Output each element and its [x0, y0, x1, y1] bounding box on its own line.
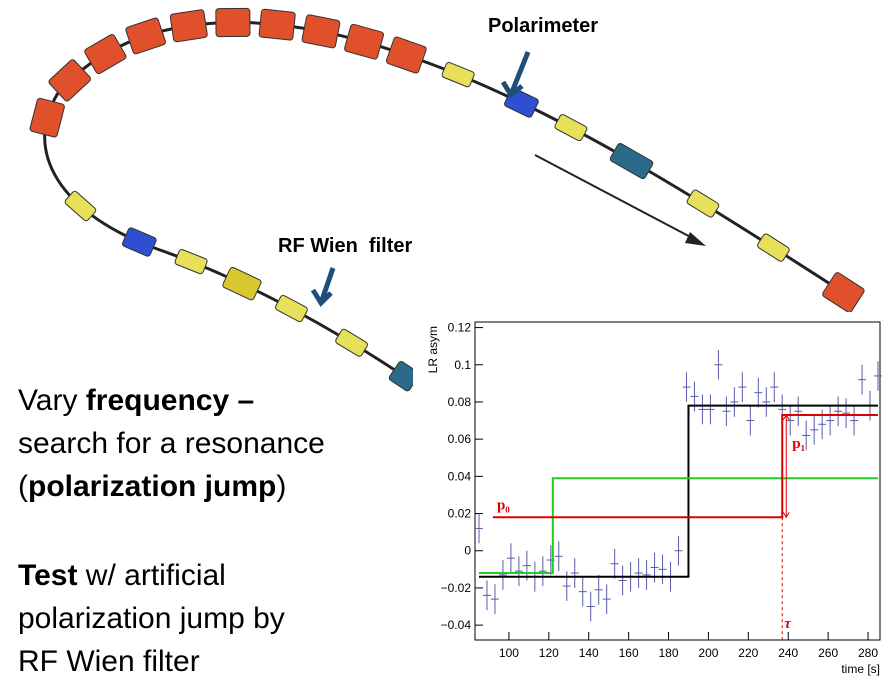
y-tick-label: 0: [464, 544, 471, 558]
plot-frame: [474, 321, 881, 641]
annotation: p₀: [497, 497, 510, 513]
detector-element: [609, 143, 654, 180]
step-line: [478, 404, 879, 578]
jump-arrow-head: [782, 414, 790, 519]
dipole-magnet: [125, 17, 166, 55]
annotation: p₁: [792, 436, 805, 452]
quadrupole: [554, 114, 588, 142]
dipole-magnet: [169, 9, 208, 43]
y-tick-label: 0.08: [448, 395, 472, 409]
quadrupole: [335, 328, 368, 357]
x-tick-label: 220: [738, 646, 758, 660]
chart: −0.04 −0.02 0 0.02 0.04 0.06 0.08 0.1 0.12 100 120…: [426, 321, 882, 676]
x-tick-label: 200: [698, 646, 718, 660]
x-tick-label: 120: [539, 646, 559, 660]
text-run: Vary: [18, 384, 86, 417]
dipole-magnet: [822, 272, 865, 313]
x-tick-label: 100: [499, 646, 519, 660]
quadrupole: [757, 233, 790, 262]
step-line: [492, 413, 879, 519]
y-tick-label: −0.02: [441, 581, 472, 595]
beam-direction-arrow: [534, 154, 701, 243]
x-axis-label: time [s]: [841, 662, 880, 676]
ring-beamline: [43, 20, 856, 382]
y-axis-label: LR asym: [426, 326, 440, 373]
wien-filter-arrow: [310, 267, 336, 308]
wien-filter-element: [222, 266, 262, 301]
x-tick-label: 180: [659, 646, 679, 660]
text-run: polarization jump: [28, 470, 276, 503]
text-line: Vary frequency –: [18, 384, 254, 417]
dipole-magnet: [84, 34, 127, 75]
chart-background: [413, 312, 884, 683]
text-line: search for a resonance: [18, 427, 325, 460]
y-tick-label: 0.02: [448, 507, 472, 521]
dipole-magnet: [29, 97, 65, 138]
quadrupole: [441, 61, 475, 88]
dipole-magnet: [215, 7, 251, 38]
y-tick-label: 0.12: [448, 321, 472, 335]
x-tick-label: 140: [579, 646, 599, 660]
text-line: Test w/ artificial: [18, 559, 226, 592]
polarimeter-arrow: [500, 51, 531, 99]
y-tick-label: −0.04: [441, 618, 472, 632]
quadrupole: [274, 294, 308, 323]
quadrupole: [686, 189, 720, 218]
y-tick-label: 0.04: [448, 469, 472, 483]
dipole-magnet: [344, 23, 384, 60]
text-line: polarization jump by: [18, 602, 285, 635]
text-run: w/ artificial: [77, 559, 225, 592]
rf-element: [122, 227, 157, 257]
text-run: ): [276, 470, 286, 503]
y-tick-label: 0.1: [454, 358, 471, 372]
dipole-magnet: [301, 14, 341, 49]
x-tick-label: 260: [818, 646, 838, 660]
dipole-magnet: [48, 59, 91, 102]
text-run: polarization jump by: [18, 602, 285, 635]
step-line: [478, 477, 879, 575]
ring-elements: [29, 7, 865, 392]
text-run: (: [18, 470, 28, 503]
text-run: RF Wien filter: [18, 645, 200, 678]
text-run: search for a resonance: [18, 427, 325, 460]
polarimeter-label: Polarimeter: [488, 15, 598, 37]
y-tick-label: 0.06: [448, 432, 472, 446]
annotation: τ: [784, 616, 792, 632]
dipole-magnet: [385, 36, 427, 74]
wien-filter-label: RF Wien filter: [278, 235, 412, 257]
text-run: Test: [18, 559, 77, 592]
text-line: (polarization jump): [18, 470, 286, 503]
text-line: RF Wien filter: [18, 645, 200, 678]
x-tick-label: 240: [778, 646, 798, 660]
x-tick-label: 160: [619, 646, 639, 660]
dipole-magnet: [258, 8, 296, 41]
text-run: frequency –: [86, 384, 254, 417]
quadrupole: [174, 249, 208, 275]
quadrupole: [64, 190, 97, 222]
beam-direction-head: [685, 232, 706, 246]
x-tick-label: 280: [858, 646, 878, 660]
text-blocks: Vary frequency –search for a resonance(p…: [18, 384, 325, 678]
